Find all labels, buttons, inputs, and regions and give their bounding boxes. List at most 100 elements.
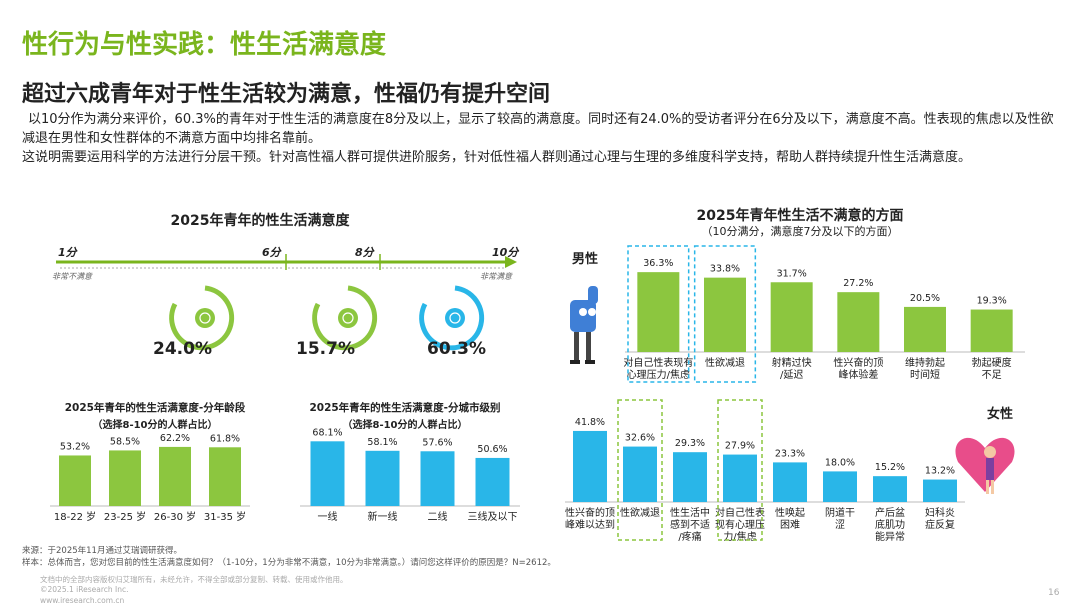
category-label: 勃起硬度 [972, 356, 1012, 369]
dissatisfaction-chart-subtitle: （10分满分，满意度7分及以下的方面） [701, 225, 899, 238]
bar [365, 450, 400, 506]
category-label: 能异常 [875, 530, 905, 543]
scale-chart-title: 2025年青年的性生活满意度 [170, 213, 350, 229]
page-subtitle: 超过六成青年对于性生活较为满意，性福仍有提升空间 [22, 82, 551, 107]
category-label: 感到不适 [670, 518, 710, 531]
category-label: 涩 [835, 519, 845, 531]
page-title: 性行为与性实践：性生活满意度 [22, 30, 387, 60]
category-label: 不足 [982, 369, 1002, 381]
bar [873, 476, 907, 502]
bar [904, 306, 946, 352]
category-label: 一线 [318, 510, 338, 523]
scale-mid1-label: 6分 [262, 246, 283, 259]
scale-high-label: 10分 [492, 246, 520, 259]
intro-paragraph-2: 这说明需要运用科学的方法进行分层干预。针对高性福人群可提供进阶服务，针对低性福人… [22, 150, 972, 165]
bar-value-label: 62.2% [160, 433, 190, 444]
category-label: /延迟 [780, 368, 803, 381]
bar-value-label: 19.3% [977, 296, 1007, 307]
age-chart-subtitle: （选择8-10分的人群占比） [92, 420, 218, 431]
category-label: 性欲减退 [705, 356, 745, 369]
bar-value-label: 13.2% [925, 466, 955, 477]
bar-value-label: 61.8% [210, 433, 240, 444]
category-label: 维持勃起 [905, 356, 945, 369]
bar [209, 447, 241, 506]
bar-value-label: 57.6% [422, 437, 452, 448]
male-label: 男性 [572, 251, 598, 267]
category-label: 二线 [428, 510, 448, 523]
face-icon-detail [342, 312, 354, 324]
bar [310, 441, 345, 506]
bar-value-label: 41.8% [575, 417, 605, 428]
face-icon [338, 308, 358, 328]
face-icon-detail [449, 312, 461, 324]
category-label: 困难 [780, 519, 800, 531]
bar-value-label: 53.2% [60, 441, 90, 452]
bar-value-label: 68.1% [312, 427, 342, 438]
bar-value-label: 27.2% [843, 278, 873, 289]
group-percentage: 60.3% [427, 339, 486, 359]
intro-paragraph-1: 以10分作为满分来评价，60.3%的青年对于性生活的满意度在8分及以上，显示了较… [22, 112, 1054, 146]
satisfaction-groups: 24.0% 15.7% 60.3% [153, 285, 486, 359]
group-percentage: 15.7% [296, 339, 355, 359]
bar-value-label: 15.2% [875, 462, 905, 473]
thumbs-up-illustration [570, 286, 598, 364]
footer-sample: 样本：总体而言，您对您目前的性生活满意度如何？（1-10分，1分为非常不满意，1… [22, 558, 556, 568]
category-label: 性生活中 [670, 506, 710, 519]
bar-value-label: 18.0% [825, 457, 855, 468]
city-chart-title: 2025年青年的性生活满意度-分城市级别 [309, 402, 501, 414]
category-label: 时间短 [910, 368, 940, 381]
bar-value-label: 58.5% [110, 436, 140, 447]
bar [773, 462, 807, 502]
face-icon-detail [199, 312, 211, 324]
bar-value-label: 36.3% [643, 258, 673, 269]
bar-value-label: 58.1% [367, 437, 397, 448]
footer-site: www.iresearch.com.cn [40, 596, 125, 605]
bar-value-label: 33.8% [710, 264, 740, 275]
highlight-box [617, 399, 663, 541]
category-label: 峰体验差 [838, 368, 878, 381]
bar-value-label: 32.6% [625, 433, 655, 444]
bar [970, 309, 1013, 352]
age-chart-title: 2025年青年的性生活满意度-分年龄段 [64, 402, 246, 414]
dissatisfaction-chart-title: 2025年青年性生活不满意的方面 [696, 208, 904, 224]
face-icon [195, 308, 215, 328]
highlight-box [693, 245, 757, 383]
bar-value-label: 23.3% [775, 448, 805, 459]
bar [475, 457, 510, 506]
category-label: 力/焦虑 [723, 530, 756, 543]
bar [704, 277, 746, 352]
category-label: 31-35 岁 [204, 510, 246, 523]
group-arc [169, 285, 235, 351]
category-label: 26-30 岁 [154, 510, 196, 523]
category-label: 性欲减退 [620, 506, 660, 519]
footer-source: 来源：于2025年11月通过艾瑞调研获得。 [22, 546, 182, 556]
category-label: 性唤起 [775, 506, 805, 519]
category-label: 性兴奋的顶 [833, 356, 883, 369]
bar [420, 451, 455, 506]
category-label: 性兴奋的顶 [565, 506, 615, 519]
heart-illustration [955, 437, 1015, 494]
category-label: 心理压力/焦虑 [627, 368, 690, 381]
scale-low-desc: 非常不满意 [52, 272, 93, 281]
bar [637, 272, 680, 352]
highlight-box [717, 399, 763, 541]
bar [770, 282, 813, 352]
scale-mid2-label: 8分 [355, 246, 376, 259]
bar [109, 450, 141, 506]
bar-value-label: 29.3% [675, 438, 705, 449]
highlight-box [627, 245, 690, 383]
bar [59, 455, 91, 506]
intro-text: 以10分作为满分来评价，60.3%的青年对于性生活的满意度在8分及以上，显示了较… [22, 110, 1062, 167]
bar [159, 446, 191, 506]
city-chart-subtitle: （选择8-10分的人群占比） [342, 420, 468, 431]
category-label: 对自己性表现有 [623, 356, 693, 369]
category-label: 18-22 岁 [54, 510, 96, 523]
bar [573, 430, 607, 502]
category-label: 产后盆 [875, 506, 905, 519]
female-label: 女性 [987, 406, 1013, 422]
footer-disclaimer: 文档中的全部内容版权归艾瑞所有，未经允许，不得全部或部分复制、转载、使用或作他用… [40, 575, 348, 584]
category-label: 23-25 岁 [104, 510, 146, 523]
